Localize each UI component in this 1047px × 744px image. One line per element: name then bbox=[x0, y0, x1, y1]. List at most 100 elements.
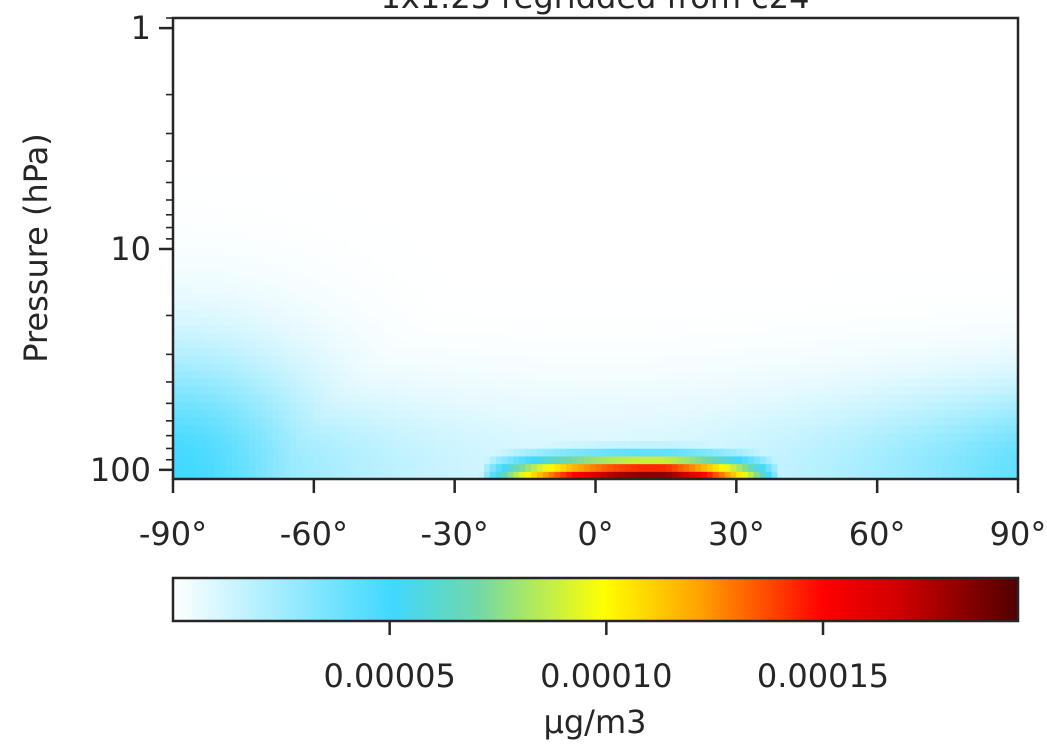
heatmap-cell bbox=[583, 308, 591, 318]
heatmap-cell bbox=[795, 262, 802, 271]
heatmap-cell bbox=[290, 316, 297, 325]
heatmap-cell bbox=[401, 231, 409, 240]
heatmap-cell bbox=[783, 285, 790, 295]
heatmap-cell bbox=[941, 448, 949, 457]
heatmap-cell bbox=[413, 308, 421, 318]
heatmap-cell bbox=[413, 278, 421, 287]
heatmap-cell bbox=[360, 378, 368, 387]
heatmap-cell bbox=[865, 355, 872, 364]
heatmap-cell bbox=[947, 308, 955, 318]
heatmap-cell bbox=[924, 308, 931, 318]
heatmap-cell bbox=[924, 339, 931, 349]
heatmap-cell bbox=[665, 262, 673, 271]
heatmap-cell bbox=[865, 440, 872, 449]
heatmap-cell bbox=[196, 216, 203, 225]
heatmap-cell bbox=[865, 285, 872, 295]
heatmap-cell bbox=[448, 216, 456, 225]
heatmap-cell bbox=[349, 332, 356, 341]
heatmap-cell bbox=[601, 262, 608, 271]
heatmap-cell bbox=[272, 262, 280, 271]
heatmap-cell bbox=[413, 332, 421, 341]
heatmap-cell bbox=[912, 308, 919, 318]
heatmap-cell bbox=[1006, 424, 1013, 434]
heatmap-cell bbox=[636, 424, 644, 434]
heatmap-cell bbox=[378, 270, 385, 279]
heatmap-cell bbox=[319, 393, 327, 403]
heatmap-cell bbox=[360, 216, 368, 225]
heatmap-cell bbox=[589, 363, 597, 372]
heatmap-cell bbox=[601, 363, 608, 372]
heatmap-cell bbox=[319, 316, 327, 325]
heatmap-cell bbox=[489, 339, 497, 349]
heatmap-cell bbox=[660, 401, 667, 411]
heatmap-cell bbox=[841, 417, 849, 426]
heatmap-cell bbox=[830, 409, 837, 418]
heatmap-cell bbox=[513, 463, 520, 472]
heatmap-cell bbox=[548, 386, 556, 395]
heatmap-cell bbox=[695, 432, 702, 441]
heatmap-cell bbox=[366, 301, 374, 310]
heatmap-cell bbox=[1000, 401, 1007, 411]
heatmap-cell bbox=[554, 308, 561, 318]
heatmap-cell bbox=[302, 231, 309, 240]
heatmap-cell bbox=[906, 231, 913, 240]
heatmap-cell bbox=[748, 448, 755, 457]
heatmap-cell bbox=[278, 270, 286, 279]
heatmap-cell bbox=[566, 347, 573, 356]
heatmap-cell bbox=[924, 247, 931, 256]
heatmap-cell bbox=[548, 463, 556, 472]
heatmap-cell bbox=[566, 339, 573, 349]
heatmap-cell bbox=[607, 231, 614, 240]
heatmap-cell bbox=[753, 270, 761, 279]
heatmap-cell bbox=[789, 262, 796, 271]
heatmap-cell bbox=[929, 463, 937, 472]
heatmap-cell bbox=[994, 432, 1001, 441]
heatmap-cell bbox=[742, 417, 749, 426]
heatmap-cell bbox=[654, 448, 661, 457]
heatmap-cell bbox=[208, 448, 215, 457]
heatmap-cell bbox=[742, 332, 749, 341]
heatmap-cell bbox=[202, 332, 209, 341]
heatmap-cell bbox=[988, 424, 996, 434]
heatmap-cell bbox=[296, 223, 303, 233]
heatmap-cell bbox=[349, 254, 356, 264]
heatmap-cell bbox=[542, 347, 550, 356]
heatmap-cell bbox=[442, 262, 450, 271]
heatmap-cell bbox=[953, 409, 960, 418]
heatmap-cell bbox=[566, 370, 573, 380]
heatmap-cell bbox=[771, 324, 779, 333]
heatmap-cell bbox=[372, 378, 379, 387]
heatmap-cell bbox=[178, 401, 186, 411]
heatmap-cell bbox=[349, 471, 356, 479]
heatmap-cell bbox=[859, 417, 867, 426]
heatmap-cell bbox=[243, 393, 250, 403]
heatmap-cell bbox=[877, 347, 884, 356]
heatmap-cell bbox=[530, 223, 538, 233]
heatmap-cell bbox=[542, 332, 550, 341]
heatmap-cell bbox=[190, 270, 198, 279]
heatmap-cell bbox=[530, 239, 538, 248]
heatmap-cell bbox=[278, 386, 286, 395]
heatmap-cell bbox=[959, 370, 966, 380]
heatmap-cell bbox=[935, 301, 943, 310]
heatmap-cell bbox=[601, 285, 608, 295]
heatmap-cell bbox=[343, 231, 350, 240]
heatmap-cell bbox=[712, 347, 720, 356]
heatmap-cell bbox=[853, 463, 861, 472]
heatmap-cell bbox=[888, 363, 896, 372]
heatmap-cell bbox=[624, 363, 632, 372]
heatmap-cell bbox=[624, 223, 632, 233]
heatmap-cell bbox=[249, 347, 256, 356]
heatmap-cell bbox=[806, 231, 814, 240]
heatmap-cell bbox=[231, 332, 239, 341]
heatmap-cell bbox=[243, 409, 250, 418]
heatmap-cell bbox=[830, 339, 837, 349]
heatmap-cell bbox=[219, 363, 227, 372]
heatmap-cell bbox=[519, 285, 526, 295]
heatmap-cell bbox=[237, 339, 245, 349]
heatmap-cell bbox=[231, 301, 239, 310]
heatmap-cell bbox=[618, 378, 626, 387]
heatmap-cell bbox=[331, 455, 338, 465]
heatmap-cell bbox=[618, 409, 626, 418]
heatmap-cell bbox=[724, 355, 732, 364]
